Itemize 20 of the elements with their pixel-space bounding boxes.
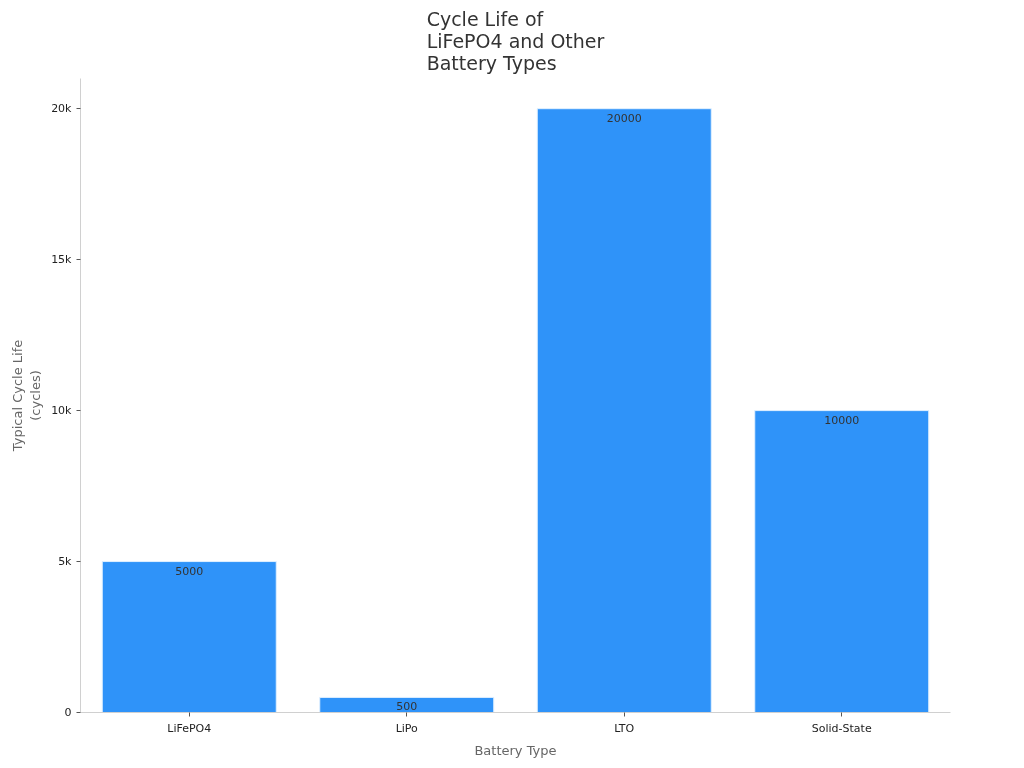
bar: [319, 696, 495, 713]
data-label: 5000: [175, 564, 204, 578]
x-tick-label: Solid-State: [811, 721, 872, 735]
data-label: 20000: [606, 111, 642, 125]
x-axis-title: Battery Type: [474, 742, 557, 758]
x-tick-label: LTO: [614, 721, 635, 735]
y-tick-label: 0: [64, 706, 72, 719]
chart-title: Cycle Life of LiFePO4 and Other Battery Types: [426, 7, 605, 74]
bar: [754, 410, 930, 713]
x-tick-label: LiFePO4: [167, 721, 212, 735]
bar: [536, 108, 712, 713]
y-tick-label: 15k: [51, 253, 73, 267]
y-tick-label: 10k: [51, 404, 73, 418]
bar: [101, 561, 277, 713]
data-label: 10000: [824, 413, 860, 427]
data-label: 500: [396, 700, 418, 714]
y-tick-label: 5k: [58, 555, 73, 569]
y-axis-title: Typical Cycle Life (cycles): [10, 339, 44, 453]
x-tick-label: LiPo: [395, 721, 419, 735]
y-tick-label: 20k: [51, 102, 73, 116]
